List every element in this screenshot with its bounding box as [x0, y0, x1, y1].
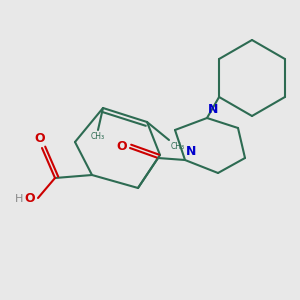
- Text: H: H: [15, 194, 23, 204]
- Text: N: N: [208, 103, 218, 116]
- Text: O: O: [24, 193, 35, 206]
- Text: CH₃: CH₃: [91, 132, 105, 141]
- Text: O: O: [35, 132, 45, 145]
- Text: N: N: [186, 145, 196, 158]
- Text: CH₃: CH₃: [171, 142, 185, 151]
- Text: O: O: [116, 140, 127, 154]
